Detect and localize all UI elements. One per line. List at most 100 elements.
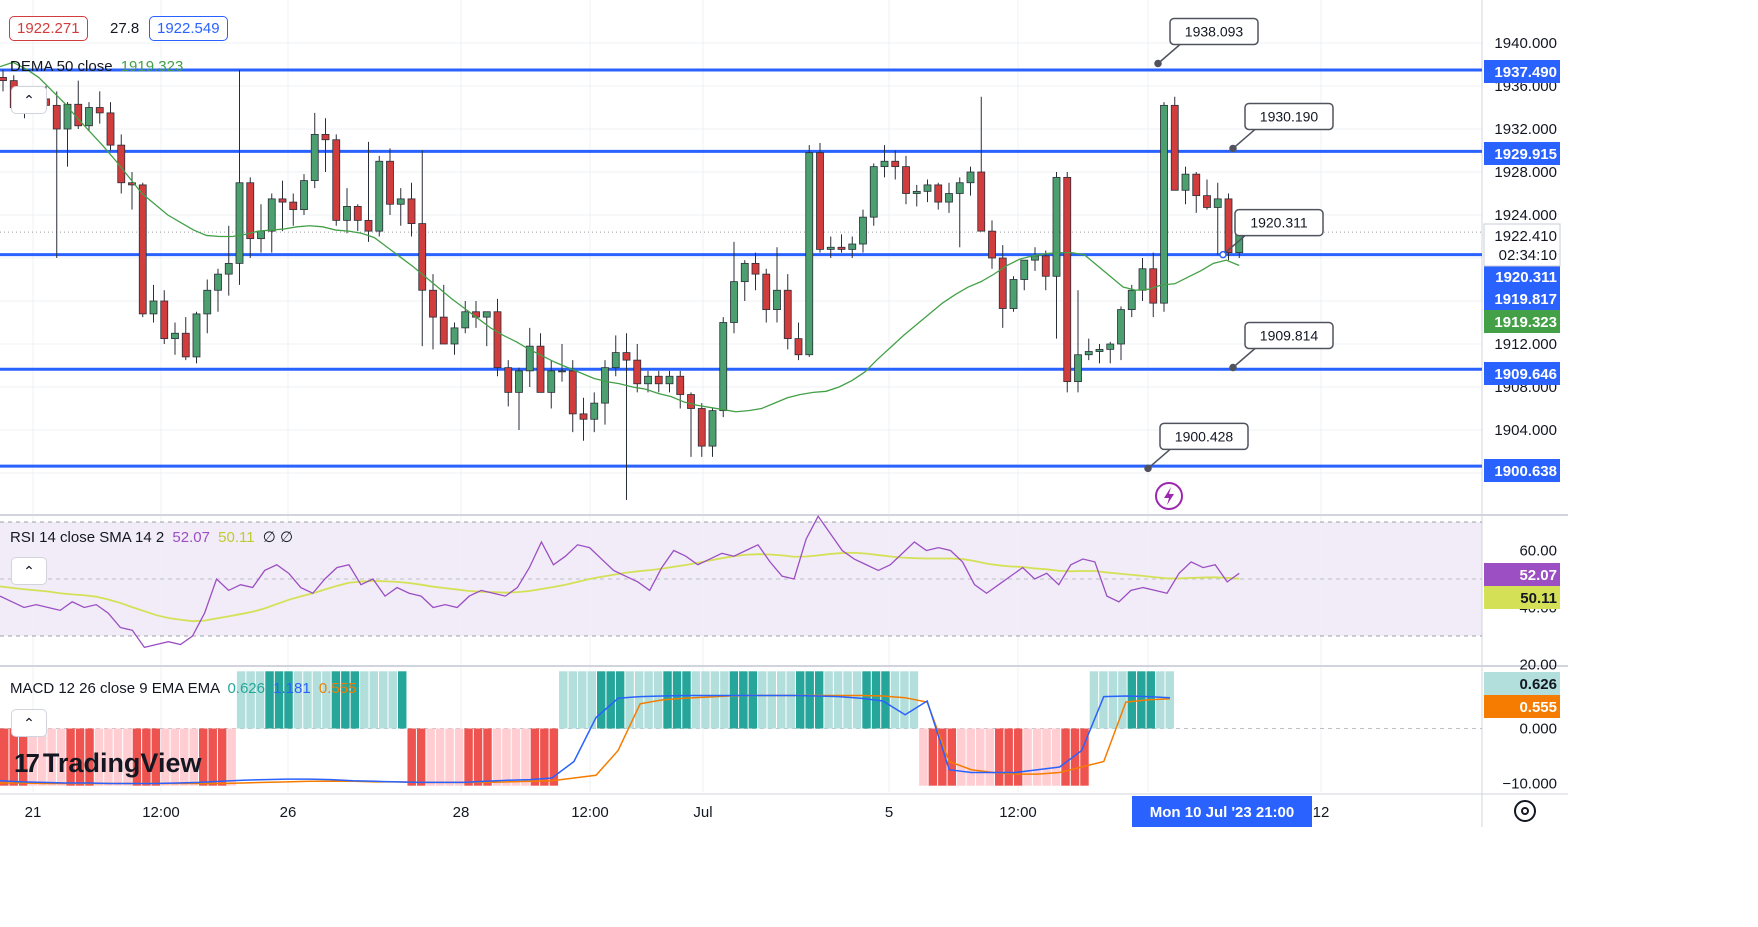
- candle-body: [611, 352, 620, 369]
- macd-histogram-bar: [341, 671, 350, 729]
- candle-body: [697, 408, 706, 447]
- callout-anchor: [1219, 250, 1227, 259]
- candle-body: [912, 190, 921, 194]
- candle-body: [1095, 348, 1104, 352]
- macd-signal-line: [0, 694, 1171, 785]
- candle-body: [386, 160, 394, 205]
- candle-body: [235, 182, 244, 264]
- macd-histogram-bar: [900, 671, 909, 729]
- candle-body: [568, 370, 577, 415]
- macd-histogram-bar: [322, 671, 331, 729]
- macd-histogram-bar: [1051, 728, 1061, 786]
- macd-histogram-bar: [1089, 671, 1099, 729]
- macd-histogram-bar: [397, 671, 407, 729]
- candle-body: [601, 367, 609, 404]
- price-axis-badge: [1484, 310, 1560, 333]
- trading-chart[interactable]: 1938.093 1930.190 1920.311 1909.814 1900.428…: [0, 0, 1568, 827]
- macd-histogram-bar: [1032, 728, 1042, 786]
- rsi-extra: ∅ ∅: [262, 529, 294, 546]
- candle-body: [1149, 268, 1158, 304]
- dema-legend[interactable]: DEMA 50 close 1919.323: [10, 58, 183, 75]
- candle-body: [687, 394, 695, 409]
- price-tick-label: 1940.000: [1494, 35, 1557, 52]
- callout-pointer: [1232, 347, 1256, 369]
- collapse-macd-button[interactable]: ⌃: [11, 709, 47, 737]
- macd-histogram-bar: [947, 728, 957, 786]
- candle-body: [998, 257, 1007, 309]
- candle-body: [418, 223, 427, 291]
- candle-body: [826, 246, 835, 250]
- macd-histogram-bar: [113, 728, 123, 786]
- time-tick-label: 5: [885, 804, 893, 821]
- countdown-label: 02:34:10: [1499, 247, 1557, 264]
- macd-histogram-bar: [445, 728, 454, 786]
- macd-histogram-bar: [360, 671, 369, 729]
- price-axis-badge: [1484, 265, 1560, 288]
- candle-body: [63, 103, 72, 130]
- macd-histogram-bar: [85, 728, 94, 786]
- candle-body: [321, 133, 330, 141]
- candle-body: [794, 338, 803, 356]
- candle-body: [837, 246, 846, 250]
- macd-histogram-bar: [265, 671, 274, 729]
- macd-histogram-bar: [701, 671, 710, 729]
- candle-body: [988, 230, 996, 259]
- macd-legend[interactable]: MACD 12 26 close 9 EMA EMA 0.626 1.181 0…: [10, 680, 356, 697]
- candle-body: [364, 219, 373, 232]
- candle-body: [1063, 176, 1072, 383]
- price-axis-badge-label: 1929.915: [1494, 146, 1557, 163]
- bid-price-badge[interactable]: 1922.271: [9, 16, 88, 41]
- chevron-up-icon: ⌃: [23, 715, 35, 731]
- tradingview-logo[interactable]: 17 TradingView: [14, 748, 201, 779]
- macd-histogram-bar: [236, 671, 246, 729]
- rsi-legend[interactable]: RSI 14 close SMA 14 2 52.07 50.11 ∅ ∅: [10, 528, 293, 546]
- macd-axis-badge: [1484, 672, 1560, 695]
- crosshair-time-label: Mon 10 Jul '23 21:00: [1150, 804, 1294, 821]
- candle-body: [128, 182, 136, 186]
- macd-histogram-bar: [596, 671, 606, 729]
- candle-body: [1084, 351, 1093, 356]
- callout-pointer: [1232, 128, 1256, 150]
- macd-histogram-bar: [559, 671, 568, 729]
- rsi-label: RSI 14 close SMA 14 2: [10, 529, 165, 546]
- macd-histogram-bar: [246, 671, 255, 729]
- price-axis-badge-label: 1919.323: [1494, 314, 1557, 331]
- candle-body: [171, 332, 179, 340]
- rsi-axis-badge: [1484, 563, 1560, 586]
- collapse-legend-button[interactable]: ⌃: [11, 86, 47, 114]
- candle-body: [1009, 279, 1018, 309]
- macd-histogram-bar: [833, 671, 843, 729]
- candle-body: [579, 413, 588, 420]
- collapse-rsi-button[interactable]: ⌃: [11, 557, 47, 585]
- callout-box: [1169, 17, 1259, 46]
- macd-histogram-bar: [284, 671, 293, 729]
- macd-histogram-bar: [274, 671, 284, 729]
- callout-label: 1900.428: [1175, 428, 1234, 444]
- ask-price-badge[interactable]: 1922.549: [149, 16, 228, 41]
- dema-value: 1919.323: [120, 58, 184, 75]
- rsi-sma-axis-badge: [1484, 586, 1560, 609]
- macd-histogram-bar: [473, 728, 483, 786]
- candle-body: [1074, 354, 1082, 383]
- candle-body: [633, 359, 642, 385]
- callout-pointer: [1157, 43, 1181, 65]
- macd-histogram-bar: [407, 728, 416, 786]
- candle-body: [654, 375, 663, 385]
- candle-body: [257, 230, 265, 240]
- candle-body: [343, 205, 351, 221]
- macd-tick-label: 0.000: [1519, 721, 1557, 738]
- macd-histogram-bar: [928, 728, 938, 786]
- candle-body: [203, 289, 212, 315]
- candle-body: [783, 289, 792, 340]
- settings-icon[interactable]: [1514, 800, 1536, 822]
- candle-body: [0, 77, 7, 82]
- macd-histogram-bar: [350, 671, 360, 729]
- macd-histogram-bar: [1042, 728, 1051, 786]
- time-tick-label: 12:00: [571, 804, 609, 821]
- callout-box: [1244, 321, 1334, 350]
- macd-histogram-bar: [957, 728, 966, 786]
- candle-body: [106, 112, 115, 146]
- tradingview-mark-icon: 17: [14, 748, 40, 778]
- macd-histogram-bar: [18, 728, 28, 786]
- macd-value-2: 1.181: [273, 680, 311, 697]
